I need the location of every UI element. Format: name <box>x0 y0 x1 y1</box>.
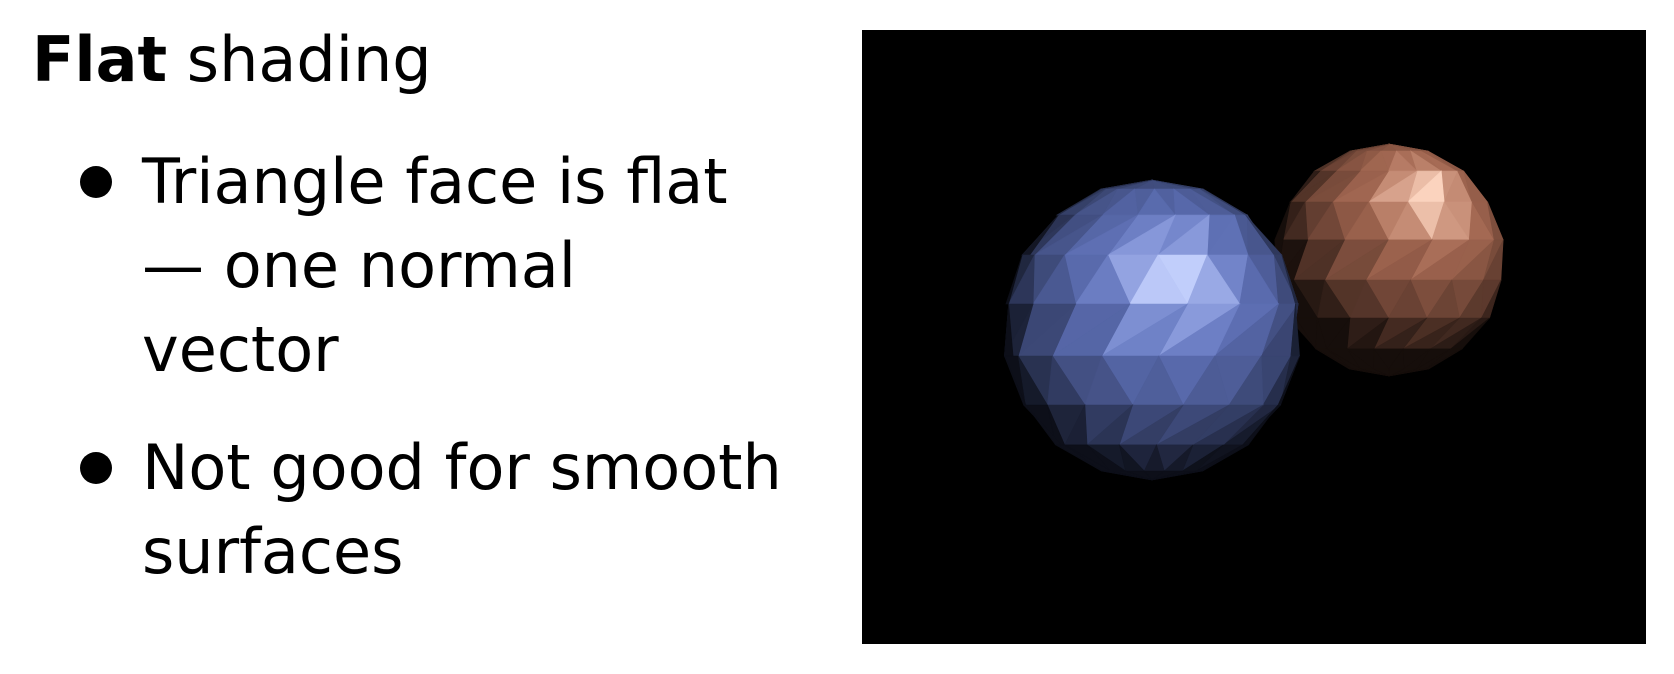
slide-title-bold: Flat <box>32 23 168 96</box>
facet <box>1005 254 1023 305</box>
copper-sphere <box>1274 143 1504 377</box>
bullet-list: Triangle face is flat — one normal vecto… <box>80 140 800 628</box>
bullet-dot-icon <box>80 166 112 198</box>
slide-title: Flat shading <box>32 22 432 98</box>
slide-title-rest: shading <box>167 23 432 96</box>
bullet-text: Triangle face is flat — one normal vecto… <box>142 145 728 386</box>
facet <box>1151 470 1202 481</box>
bullet-text: Not good for smooth surfaces <box>142 431 782 588</box>
bullet-dot-icon <box>80 452 112 484</box>
render-canvas <box>862 30 1646 644</box>
blue-sphere <box>1003 179 1301 481</box>
flat-shading-render <box>862 30 1646 644</box>
bullet-item: Not good for smooth surfaces <box>80 426 800 594</box>
bullet-item: Triangle face is flat — one normal vecto… <box>80 140 800 392</box>
facet <box>1055 188 1101 216</box>
facet <box>1388 368 1429 377</box>
